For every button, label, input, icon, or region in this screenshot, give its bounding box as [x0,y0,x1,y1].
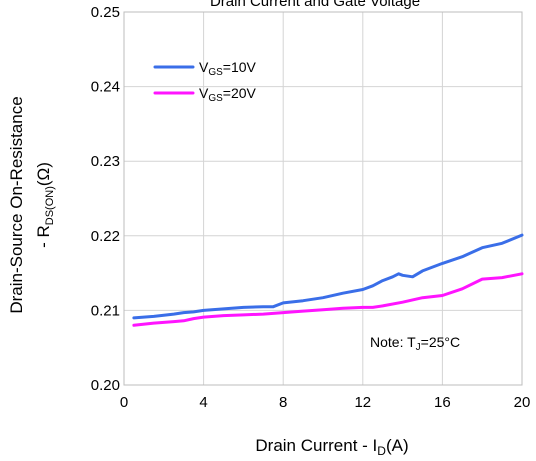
legend-label-vgs20: VGS=20V [199,85,257,104]
note-annotation: Note: TJ=25°C [370,334,460,353]
x-tick-label: 20 [514,394,531,411]
series-layer [132,233,524,327]
series-line-vgs-10v [132,233,524,320]
x-axis-title-sub: D [377,444,386,458]
chart-title: Drain Current and Gate Voltage [210,0,420,10]
x-tick-label: 0 [120,394,128,411]
legend-label-vgs10: VGS=10V [199,59,257,78]
tick-labels: 0 4 8 12 16 20 0.20 0.21 0.22 0.23 0.24 0.25 [91,4,531,411]
plot-frame [123,11,523,386]
y-axis-title-line2: - RDS(ON)(Ω) [34,162,56,248]
series-line-vgs-20v [132,272,524,327]
x-tick-label: 8 [279,394,287,411]
x-axis-title-unit: (A) [386,436,409,455]
y-axis-title-sub: DS(ON) [44,186,56,225]
y-tick-label: 0.24 [91,79,120,96]
y-tick-label: 0.21 [91,302,120,319]
x-tick-label: 12 [354,394,371,411]
x-axis-title: Drain Current - ID(A) [255,436,408,458]
x-tick-label: 4 [199,394,207,411]
y-tick-label: 0.22 [91,228,120,245]
y-axis-title-line1: Drain-Source On-Resistance [7,96,26,313]
y-axis-title-unit: (Ω) [34,162,53,186]
legend: VGS=10V VGS=20V [153,59,257,104]
y-tick-label: 0.23 [91,153,120,170]
x-tick-label: 16 [434,394,451,411]
y-tick-label: 0.20 [91,377,120,394]
y-tick-label: 0.25 [91,4,120,21]
